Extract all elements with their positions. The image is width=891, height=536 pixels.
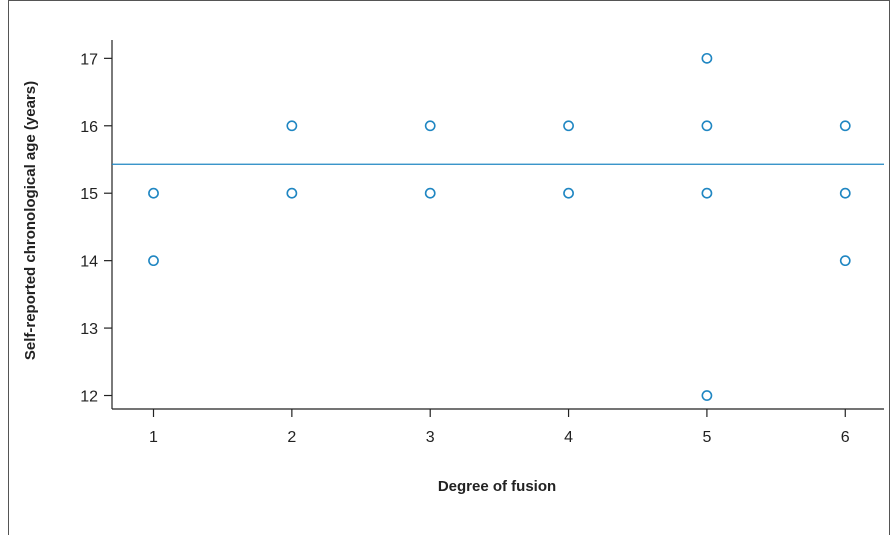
y-ticks: 12 13 14 15 16 17 — [80, 51, 112, 406]
x-axis-title: Degree of fusion — [438, 478, 556, 495]
x-tick-label: 4 — [564, 429, 573, 446]
data-point — [701, 52, 713, 64]
axes — [111, 40, 884, 410]
data-point — [424, 120, 436, 132]
data-point — [839, 120, 851, 132]
y-tick-label: 17 — [80, 51, 98, 68]
data-point — [148, 255, 159, 267]
data-point — [701, 120, 713, 132]
data-point — [286, 120, 298, 132]
x-tick-label: 1 — [149, 429, 158, 446]
data-point — [701, 187, 713, 199]
data-points — [148, 52, 851, 401]
y-tick-label: 12 — [80, 389, 98, 406]
figure-frame — [8, 0, 890, 535]
y-tick-label: 15 — [80, 186, 98, 203]
data-point — [424, 187, 436, 199]
data-point — [286, 187, 298, 199]
data-point — [839, 255, 851, 267]
x-tick-label: 5 — [702, 429, 711, 446]
x-tick-label: 6 — [841, 429, 850, 446]
data-point — [563, 187, 574, 199]
y-tick-label: 16 — [80, 119, 98, 136]
y-tick-label: 13 — [80, 321, 98, 338]
data-point — [563, 120, 574, 132]
data-point — [701, 390, 713, 401]
data-point — [148, 187, 159, 199]
data-point — [839, 187, 851, 199]
x-tick-label: 3 — [426, 429, 435, 446]
x-tick-label: 2 — [287, 429, 296, 446]
x-ticks: 1 2 3 4 5 6 — [149, 409, 850, 446]
y-axis-title: Self-reported chronological age (years) — [22, 81, 39, 360]
y-tick-label: 14 — [80, 254, 98, 271]
